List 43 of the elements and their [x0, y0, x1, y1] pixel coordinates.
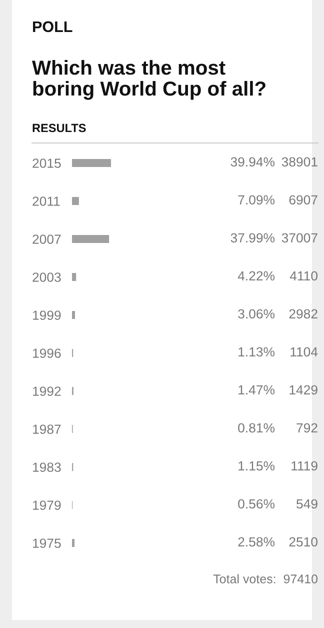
- y-tick-label: 2003: [32, 272, 61, 282]
- text: POLL: [33, 21, 72, 32]
- chart-title: Which was the most boring World Cup of all?: [32, 60, 266, 100]
- y-tick-label: 1979: [33, 500, 61, 510]
- y-tick-label: 1983: [33, 462, 61, 472]
- data-label: 3.06%: [238, 309, 275, 319]
- y-tick-label: 2011: [32, 196, 60, 206]
- bar: [72, 197, 79, 205]
- text: 38901: [282, 157, 318, 167]
- text: 1429: [290, 385, 318, 395]
- y-tick-label: 1992: [33, 386, 61, 396]
- bar: [72, 159, 111, 167]
- text: 792: [296, 423, 318, 433]
- y-tick-label: 2007: [32, 234, 61, 244]
- y-tick-label: 1999: [33, 310, 61, 320]
- data-label: 1.13%: [238, 347, 275, 357]
- bar: [72, 311, 75, 319]
- data-label: 39.94%: [230, 157, 275, 167]
- y-tick-label: 1987: [33, 424, 61, 434]
- text: 1119: [292, 461, 318, 471]
- data-label: 4.22%: [238, 271, 275, 280]
- text: 1104: [290, 347, 318, 357]
- text: 549: [296, 499, 318, 509]
- data-label: 0.56%: [238, 499, 275, 509]
- data-label: 7.09%: [238, 195, 275, 205]
- text: RESULTS: [32, 124, 86, 132]
- text: 37007: [282, 233, 318, 243]
- bar: [72, 539, 75, 547]
- data-label: 2.58%: [238, 537, 275, 547]
- y-tick-label: 1996: [33, 348, 61, 358]
- text: 2982: [289, 309, 318, 319]
- data-label: 37.99%: [230, 233, 275, 243]
- data-label: 0.81%: [238, 423, 275, 433]
- text: 2510: [289, 537, 318, 547]
- text: 6907: [289, 195, 318, 205]
- bar: [72, 273, 76, 281]
- data-label: 1.47%: [238, 385, 275, 394]
- text: 4110: [290, 271, 318, 281]
- y-tick-label: 1975: [33, 538, 61, 548]
- data-label: 1.15%: [238, 461, 275, 471]
- text: Total votes: 97410: [213, 574, 318, 584]
- y-tick-label: 2015: [32, 158, 61, 168]
- bar: [72, 235, 110, 243]
